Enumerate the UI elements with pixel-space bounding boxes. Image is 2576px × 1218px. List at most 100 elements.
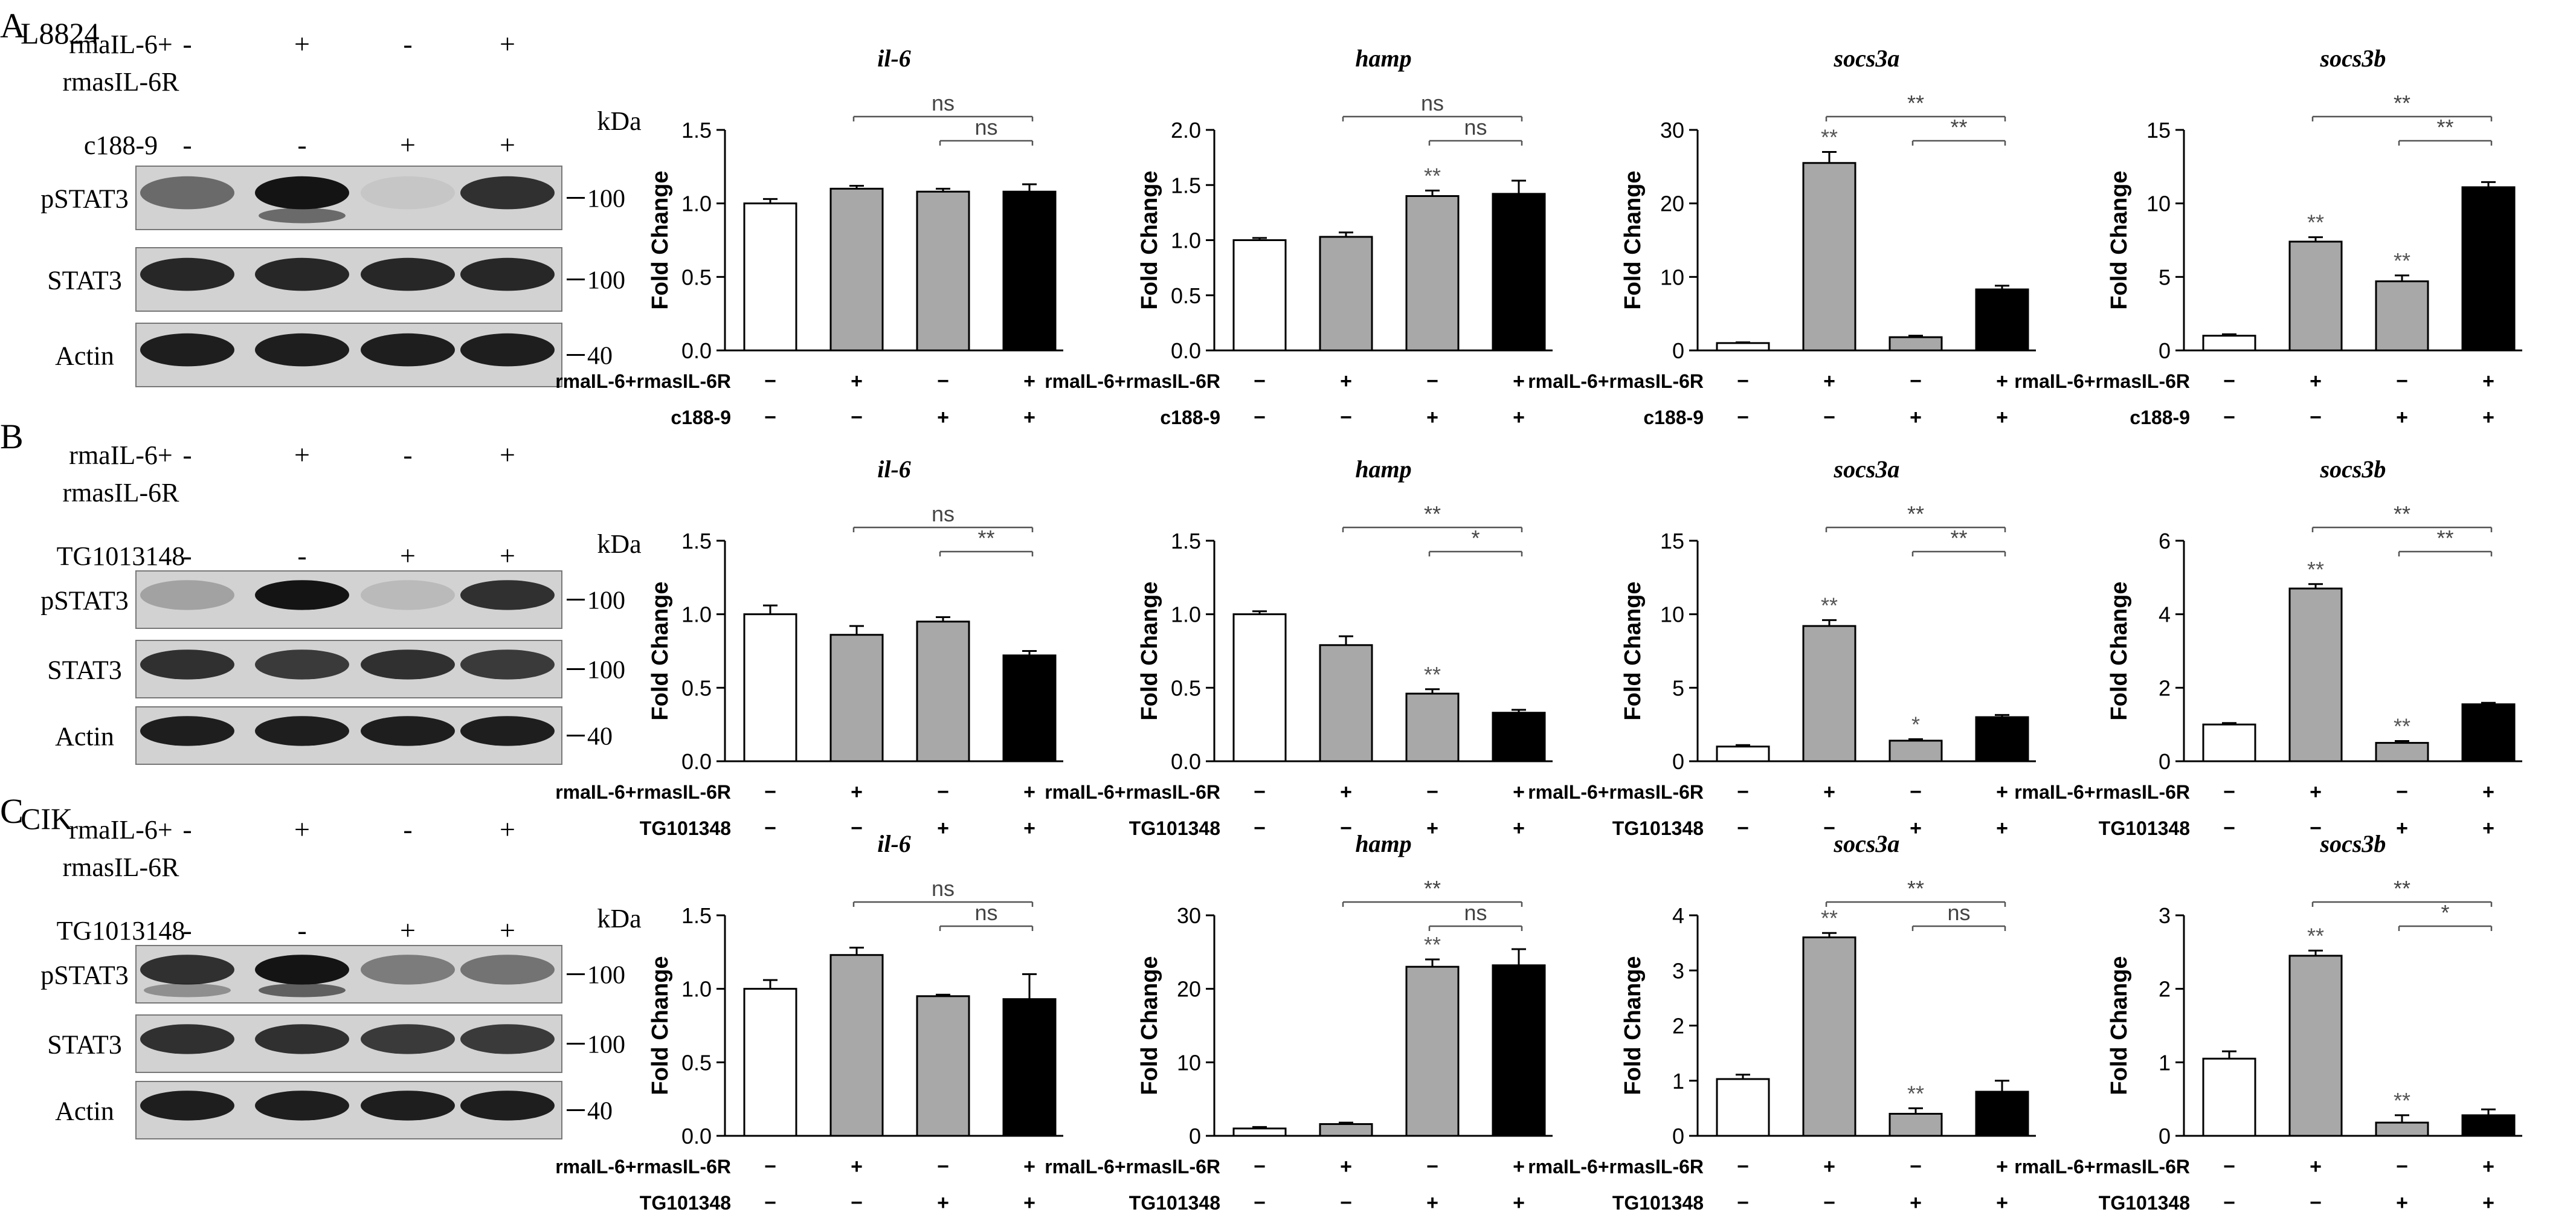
bar	[1492, 712, 1546, 762]
treatment-sign: +	[1023, 781, 1035, 804]
blot-sign: -	[182, 28, 192, 59]
significance-mark: **	[2394, 1088, 2410, 1113]
blot-sign: -	[403, 439, 412, 470]
y-tick-label: 0.5	[1171, 675, 1201, 700]
kda-marker-value: 40	[587, 723, 613, 751]
blot-band	[140, 1024, 234, 1054]
treatment-sign: +	[2310, 370, 2322, 393]
treatment-row-label: c188-9	[2130, 407, 2190, 428]
treatment-sign: +	[1023, 817, 1035, 840]
blot-band	[361, 333, 455, 367]
y-tick-label: 0	[1672, 1124, 1684, 1149]
treatment-sign: −	[1823, 406, 1835, 429]
blot-lower-band	[259, 208, 346, 224]
blot-band	[460, 1024, 555, 1054]
bar	[743, 613, 797, 762]
chart-title: socs3b	[2320, 456, 2386, 483]
treatment-sign: −	[1254, 406, 1266, 429]
bar	[1405, 692, 1460, 762]
treatment-sign: −	[764, 1155, 776, 1178]
y-tick-label: 4	[1672, 903, 1684, 928]
kda-marker-value: 40	[587, 1098, 613, 1126]
treatment-sign: −	[1254, 1191, 1266, 1214]
bar	[743, 202, 797, 352]
treatment-sign: −	[1737, 1191, 1749, 1214]
y-tick-label: 30	[1660, 118, 1684, 143]
bracket-label: **	[1950, 115, 1967, 140]
treatment-sign: +	[1023, 406, 1035, 429]
treatment-sign: −	[2223, 406, 2235, 429]
treatment-row-label: TG101348	[1612, 817, 1704, 839]
chart-title: hamp	[1355, 830, 1411, 857]
y-tick-label: 0	[1189, 1124, 1201, 1149]
bar	[1002, 998, 1057, 1137]
treatment-sign: −	[1254, 370, 1266, 393]
treatment-sign: −	[1737, 370, 1749, 393]
treatment-sign: +	[1996, 1155, 2008, 1178]
treatment-sign: −	[2310, 406, 2322, 429]
bracket-label: ns	[1464, 900, 1487, 925]
kda-marker-value: 100	[587, 587, 625, 615]
treatment-sign: −	[1737, 1155, 1749, 1178]
panel-letter: C	[0, 791, 24, 831]
treatment-sign: +	[1513, 1191, 1525, 1214]
treatment-sign: −	[2223, 781, 2235, 804]
kda-marker-value: 100	[587, 1031, 625, 1059]
bracket-label: **	[1950, 526, 1967, 550]
treatment-sign: +	[2310, 781, 2322, 804]
significance-mark: *	[1911, 712, 1920, 737]
bar	[2461, 703, 2516, 762]
bracket-label: ns	[932, 501, 955, 526]
blot-row-label: pSTAT3	[40, 184, 129, 214]
treatment-row-label: TG101348	[640, 817, 731, 839]
treatment-row-label: rmaIL-6+rmasIL-6R	[1528, 781, 1704, 803]
y-axis-label: Fold Change	[1620, 956, 1646, 1095]
blot-treatment-label: rmaIL-6+	[69, 440, 172, 470]
kda-label: kDa	[597, 904, 641, 933]
kda-marker-value: 100	[587, 962, 625, 990]
blot-band	[140, 257, 234, 291]
treatment-sign: +	[2482, 817, 2494, 840]
treatment-row-label: rmaIL-6+rmasIL-6R	[2014, 370, 2190, 392]
blot-sign: -	[297, 915, 306, 946]
blot-row-label: pSTAT3	[40, 586, 129, 616]
y-tick-label: 1.0	[1171, 228, 1201, 253]
y-tick-label: 15	[1660, 529, 1684, 553]
treatment-sign: +	[851, 781, 863, 804]
blot-band	[140, 176, 234, 210]
blot-sign: +	[500, 439, 515, 470]
y-tick-label: 0.5	[681, 675, 712, 700]
treatment-sign: +	[1426, 1191, 1438, 1214]
bar	[1802, 625, 1856, 762]
treatment-sign: −	[1737, 781, 1749, 804]
significance-mark: **	[1907, 1081, 1924, 1106]
y-tick-label: 0.0	[1171, 338, 1201, 363]
treatment-sign: −	[1823, 1191, 1835, 1214]
treatment-sign: +	[1910, 406, 1922, 429]
y-tick-label: 2	[1672, 1014, 1684, 1039]
treatment-sign: +	[2482, 1191, 2494, 1214]
blot-sign: +	[294, 814, 310, 845]
kda-marker-value: 40	[587, 343, 613, 370]
bracket-label: ns	[974, 115, 997, 140]
blot-sign: +	[294, 28, 310, 59]
bracket-label: **	[2394, 501, 2410, 526]
bar	[1975, 716, 2029, 762]
treatment-sign: +	[1513, 817, 1525, 840]
y-tick-label: 0	[2159, 749, 2171, 774]
blot-band	[140, 333, 234, 367]
blot-sign: -	[297, 540, 306, 571]
y-tick-label: 2	[2159, 977, 2171, 1002]
blot-sign: -	[182, 129, 192, 160]
significance-mark: **	[1821, 593, 1838, 617]
significance-mark: **	[1424, 932, 1441, 957]
blot-treatment-label: TG1013148	[57, 916, 185, 946]
bar	[1975, 288, 2029, 352]
blot-sign: +	[400, 129, 416, 160]
bracket-label: **	[1907, 501, 1924, 526]
treatment-sign: +	[2482, 370, 2494, 393]
bar	[1492, 193, 1546, 352]
y-tick-label: 0.0	[1171, 749, 1201, 774]
treatment-sign: −	[1340, 1191, 1352, 1214]
treatment-sign: −	[1254, 1155, 1266, 1178]
